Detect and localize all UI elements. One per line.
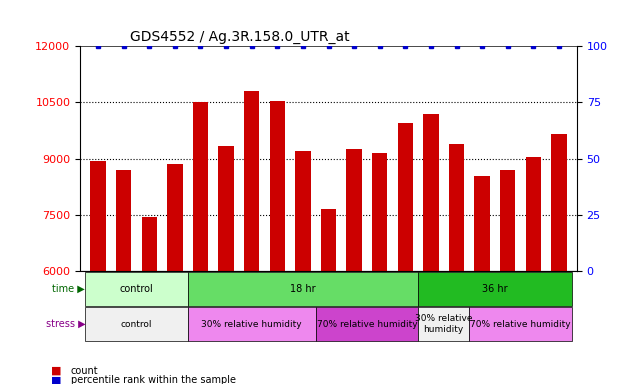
Text: percentile rank within the sample: percentile rank within the sample: [71, 375, 235, 384]
FancyBboxPatch shape: [85, 272, 188, 306]
Bar: [346, 149, 362, 271]
FancyBboxPatch shape: [85, 307, 188, 341]
Bar: [474, 175, 490, 271]
Bar: [270, 101, 285, 271]
Text: 70% relative humidity: 70% relative humidity: [470, 319, 571, 329]
Text: 18 hr: 18 hr: [290, 284, 316, 294]
Bar: [90, 161, 106, 271]
Bar: [296, 151, 311, 271]
FancyBboxPatch shape: [418, 307, 469, 341]
Bar: [142, 217, 157, 271]
Text: 70% relative humidity: 70% relative humidity: [317, 319, 417, 329]
Text: time ▶: time ▶: [53, 284, 85, 294]
Bar: [193, 103, 208, 271]
Bar: [116, 170, 131, 271]
Bar: [526, 157, 541, 271]
Bar: [397, 123, 413, 271]
Bar: [167, 164, 183, 271]
Bar: [219, 146, 234, 271]
Bar: [372, 153, 387, 271]
Text: ■: ■: [51, 366, 62, 376]
Text: 30% relative humidity: 30% relative humidity: [201, 319, 302, 329]
Bar: [244, 91, 260, 271]
Text: control: control: [120, 284, 153, 294]
FancyBboxPatch shape: [188, 307, 316, 341]
FancyBboxPatch shape: [316, 307, 418, 341]
Text: stress ▶: stress ▶: [46, 319, 85, 329]
Text: ■: ■: [51, 375, 62, 384]
Text: count: count: [71, 366, 98, 376]
FancyBboxPatch shape: [188, 272, 418, 306]
Bar: [449, 144, 464, 271]
Bar: [423, 114, 438, 271]
Bar: [321, 209, 336, 271]
Text: 36 hr: 36 hr: [482, 284, 508, 294]
Text: control: control: [121, 319, 152, 329]
FancyBboxPatch shape: [469, 307, 572, 341]
Bar: [551, 134, 567, 271]
FancyBboxPatch shape: [418, 272, 572, 306]
Text: GDS4552 / Ag.3R.158.0_UTR_at: GDS4552 / Ag.3R.158.0_UTR_at: [129, 30, 349, 44]
Text: 30% relative
humidity: 30% relative humidity: [415, 314, 472, 334]
Bar: [500, 170, 515, 271]
